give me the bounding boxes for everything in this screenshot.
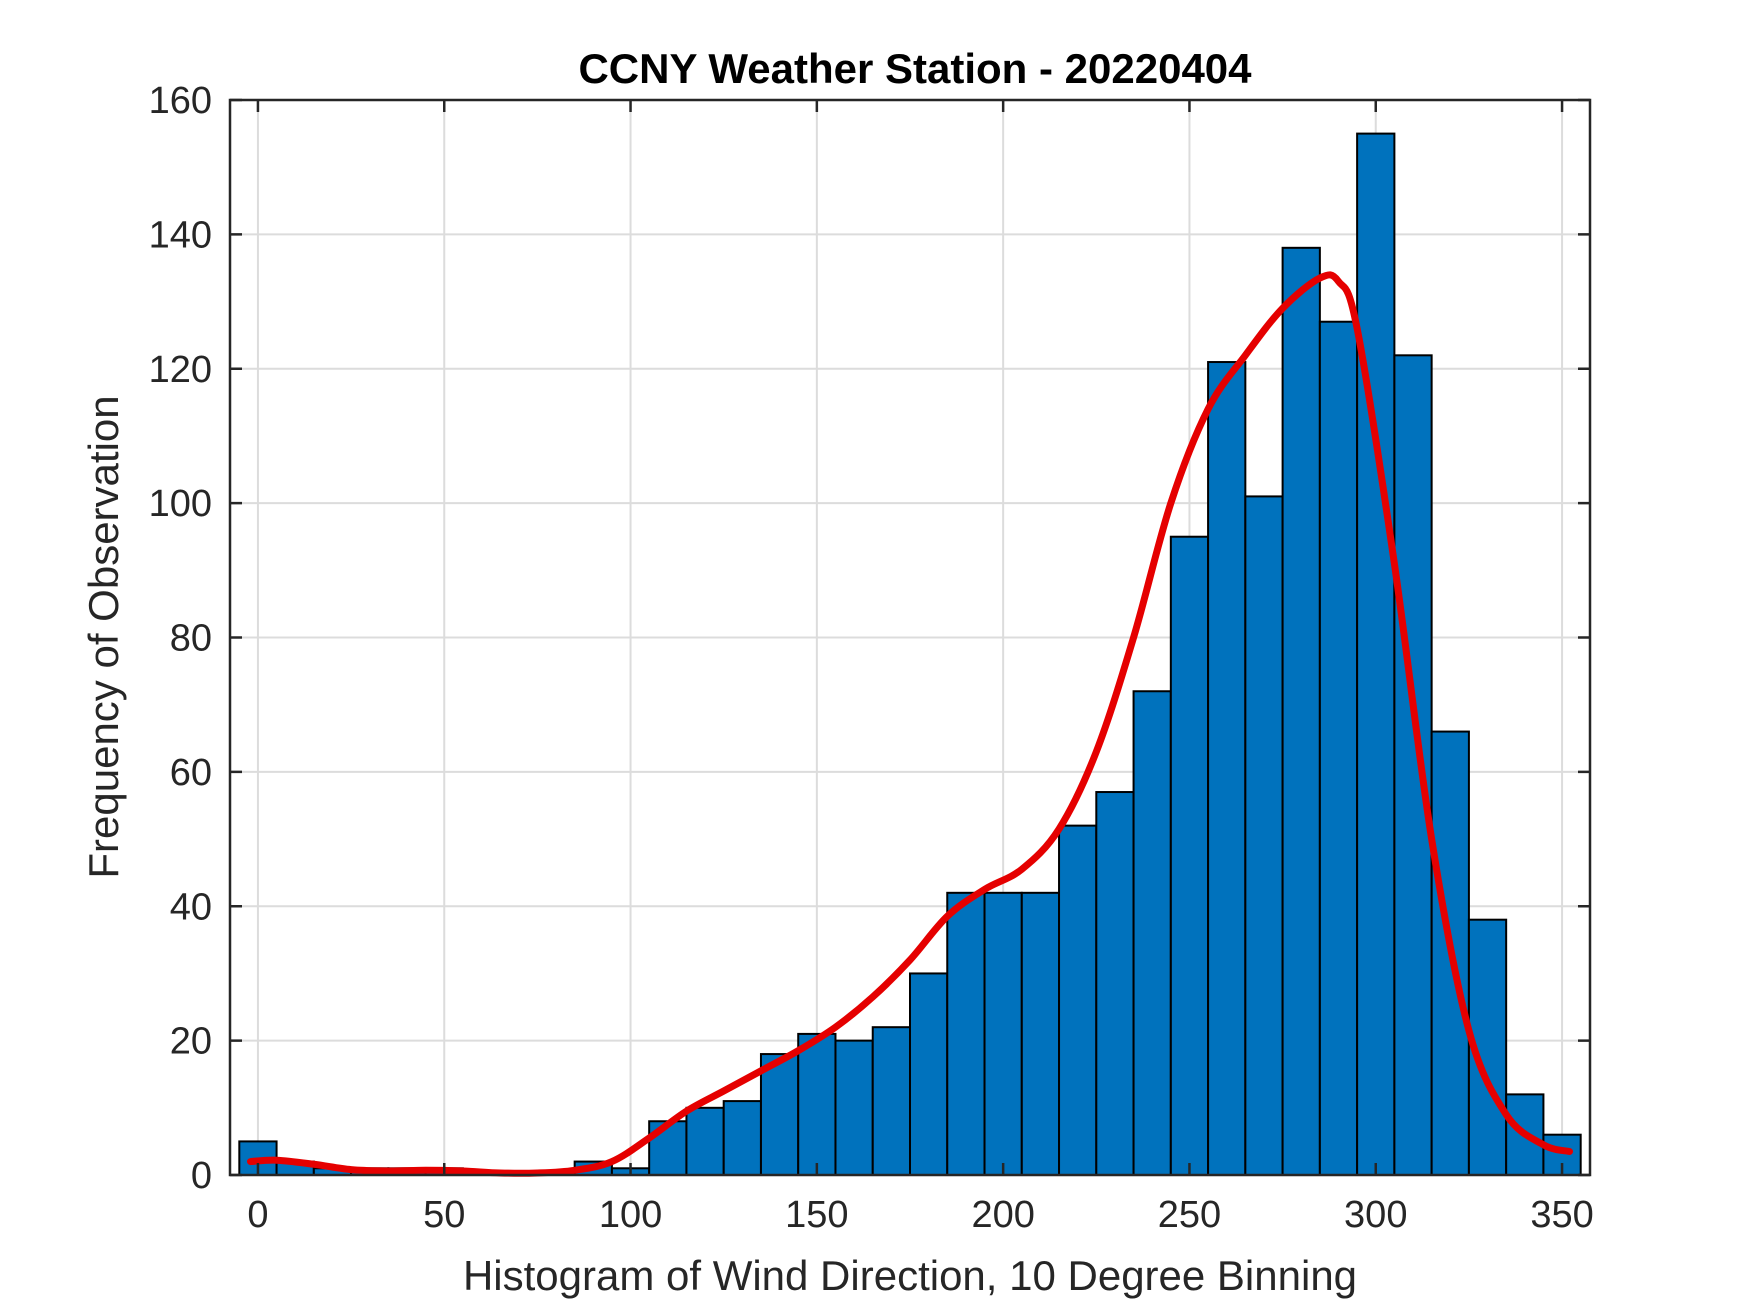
- x-axis-title: Histogram of Wind Direction, 10 Degree B…: [463, 1252, 1357, 1299]
- density-curve-layer: [246, 271, 1574, 1177]
- x-tick-label: 250: [1158, 1194, 1221, 1236]
- y-tick-label: 40: [170, 886, 212, 928]
- histogram-bar: [1318, 320, 1359, 1176]
- histogram-bar: [1356, 132, 1396, 1176]
- histogram-bar: [1169, 535, 1210, 1176]
- histogram-bar: [946, 891, 986, 1176]
- y-tick-label: 140: [149, 214, 212, 256]
- y-tick-label: 120: [149, 349, 212, 391]
- histogram-bar: [1281, 246, 1321, 1176]
- x-tick-label: 50: [423, 1194, 465, 1236]
- histogram-bar: [983, 891, 1023, 1176]
- y-tick-label: 80: [170, 618, 212, 660]
- histogram-bar: [1058, 824, 1098, 1176]
- x-tick-label: 100: [599, 1194, 662, 1236]
- chart-title: CCNY Weather Station - 20220404: [578, 45, 1252, 92]
- histogram-bar: [1244, 495, 1284, 1176]
- x-tick-label: 200: [971, 1194, 1034, 1236]
- x-tick-label: 300: [1344, 1194, 1407, 1236]
- histogram-bar: [685, 1106, 725, 1176]
- histogram-bar: [834, 1039, 874, 1176]
- histogram-bar: [871, 1026, 912, 1176]
- tick-labels: 0 50 100 150 200 250 300 350 0 20 40 60 80 100 120 140 1…: [149, 80, 1594, 1236]
- histogram-bar: [797, 1032, 837, 1176]
- histogram-bar: [722, 1100, 762, 1176]
- histogram-bar: [1095, 791, 1135, 1176]
- axes: [228, 98, 1592, 1177]
- y-tick-label: 20: [170, 1021, 212, 1063]
- histogram-bar: [648, 1120, 688, 1176]
- histogram-bar: [909, 972, 949, 1176]
- histogram-bar: [1207, 361, 1247, 1176]
- density-curve: [246, 271, 1574, 1177]
- x-tick-label: 350: [1530, 1194, 1593, 1236]
- histogram-bars: [238, 132, 1582, 1176]
- histogram-bar: [759, 1053, 800, 1176]
- y-tick-label: 160: [149, 80, 212, 122]
- histogram-bar: [1393, 354, 1433, 1176]
- y-tick-label: 0: [191, 1155, 212, 1197]
- y-tick-label: 100: [149, 483, 212, 525]
- histogram-bar: [1132, 690, 1172, 1176]
- x-tick-label: 0: [247, 1194, 268, 1236]
- y-axis-title: Frequency of Observation: [80, 395, 127, 878]
- x-tick-label: 150: [785, 1194, 848, 1236]
- histogram-bar: [1020, 891, 1061, 1176]
- y-tick-label: 60: [170, 752, 212, 794]
